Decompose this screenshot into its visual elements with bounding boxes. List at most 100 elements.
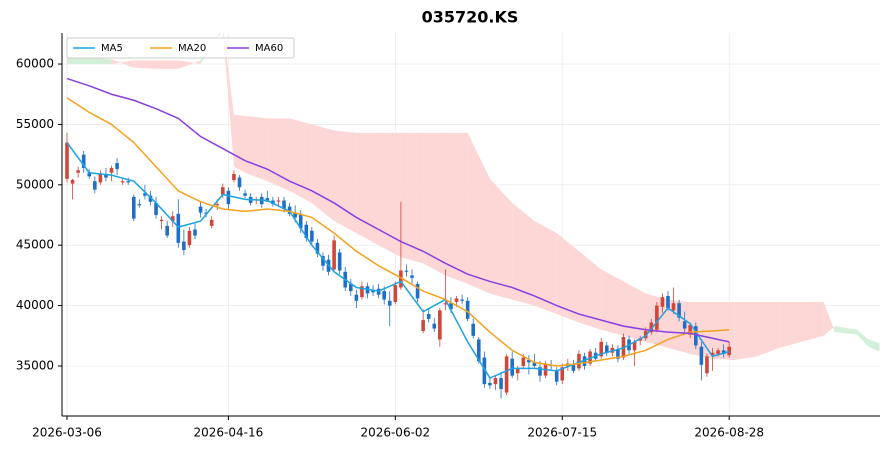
- cloud-segment: [512, 202, 535, 306]
- candle-body: [571, 364, 576, 371]
- cloud-segment: [857, 329, 869, 347]
- cloud-segment: [289, 118, 312, 203]
- x-tick-label: 2026-06-02: [360, 426, 430, 440]
- chart-title: 035720.KS: [422, 8, 519, 27]
- candle-body: [193, 229, 197, 236]
- legend: MA5 MA20 MA60: [66, 37, 295, 59]
- cloud-segment: [133, 60, 157, 69]
- candle-body: [471, 323, 476, 336]
- candle-body: [382, 291, 386, 300]
- candle-body: [426, 314, 431, 319]
- cloud-segment: [601, 269, 624, 336]
- candle-body: [454, 298, 459, 302]
- candle-body: [109, 167, 114, 173]
- candle-body: [710, 352, 715, 356]
- cloud-segment: [156, 60, 179, 69]
- candle-body: [182, 241, 186, 251]
- y-tick-label: 50000: [16, 177, 54, 191]
- candle-body: [649, 322, 654, 333]
- candle-body: [176, 213, 181, 243]
- cloud-segment: [334, 130, 357, 234]
- ma-line: [66, 77, 730, 343]
- candle-body: [432, 323, 437, 329]
- candle-body: [727, 346, 731, 356]
- candle-body: [321, 256, 325, 266]
- candle-body: [87, 172, 92, 177]
- cloud-segment: [823, 301, 835, 336]
- candle-body: [532, 362, 537, 366]
- x-tick-label: 2026-04-16: [194, 426, 264, 440]
- candle-body: [371, 289, 375, 293]
- candle-body: [582, 356, 587, 366]
- legend-label: MA60: [255, 43, 283, 54]
- candle-body: [404, 270, 409, 272]
- candle-body: [65, 142, 69, 179]
- cloud-segment: [623, 281, 646, 342]
- candle-body: [76, 170, 80, 173]
- candle-body: [499, 378, 503, 389]
- cloud-segment: [757, 301, 780, 357]
- candle-body: [504, 356, 509, 393]
- candle-body: [159, 219, 164, 222]
- candle-body: [137, 204, 142, 206]
- candle-body: [337, 252, 342, 271]
- candle-body: [465, 300, 470, 319]
- candle-body: [476, 339, 481, 362]
- cloud-segment: [534, 221, 557, 315]
- legend-label: MA5: [101, 43, 123, 54]
- candle-body: [493, 378, 498, 385]
- y-tick-label: 55000: [16, 117, 54, 131]
- candle-body: [393, 285, 398, 302]
- cloud-segment: [445, 132, 468, 284]
- candle-body: [271, 200, 275, 205]
- candle-body: [187, 230, 192, 246]
- candle-body: [488, 382, 492, 386]
- candle-body: [293, 212, 297, 218]
- candle-body: [165, 225, 169, 236]
- candle-body: [126, 181, 131, 183]
- candle-body: [215, 204, 220, 206]
- candle-body: [666, 295, 670, 309]
- cloud-segment: [67, 56, 90, 65]
- candle-body: [599, 341, 604, 357]
- cloud-segment: [111, 59, 134, 68]
- candle-body: [510, 358, 514, 376]
- candle-body: [410, 275, 414, 278]
- candle-body: [209, 219, 214, 226]
- candle-body: [70, 179, 75, 184]
- y-tick-label: 45000: [16, 238, 54, 252]
- candle-body: [399, 270, 403, 288]
- candle-body: [93, 181, 97, 190]
- y-tick-label: 60000: [16, 57, 54, 71]
- candle-body: [721, 350, 726, 354]
- candle-body: [482, 357, 487, 385]
- cloud-segment: [356, 132, 379, 246]
- candle-body: [699, 346, 704, 365]
- candle-body: [705, 356, 709, 374]
- y-tick-label: 40000: [16, 298, 54, 312]
- candle-body: [104, 173, 108, 178]
- candle-body: [438, 310, 442, 340]
- candle-body: [170, 216, 175, 222]
- candle-body: [554, 370, 559, 382]
- legend-label: MA20: [178, 43, 206, 54]
- candle-body: [287, 206, 292, 214]
- candle-body: [616, 349, 620, 359]
- cloud-segment: [868, 339, 880, 352]
- cloud-segment: [489, 178, 513, 300]
- y-tick-label: 35000: [16, 358, 54, 372]
- candle-body: [604, 345, 609, 353]
- candle-body: [131, 196, 136, 219]
- cloud-segment: [311, 124, 335, 222]
- candle-body: [154, 202, 158, 216]
- cloud-segment: [245, 115, 268, 182]
- cloud-segment: [578, 251, 602, 330]
- axes: 35000 40000 45000 50000 55000 60000 2026-03-06…: [16, 33, 880, 440]
- plot-area: [65, 33, 880, 399]
- candle-body: [226, 190, 231, 205]
- candle-body: [671, 303, 676, 311]
- cloud-segment: [423, 132, 446, 276]
- candle-body: [349, 283, 353, 292]
- cloud-segment: [467, 132, 490, 294]
